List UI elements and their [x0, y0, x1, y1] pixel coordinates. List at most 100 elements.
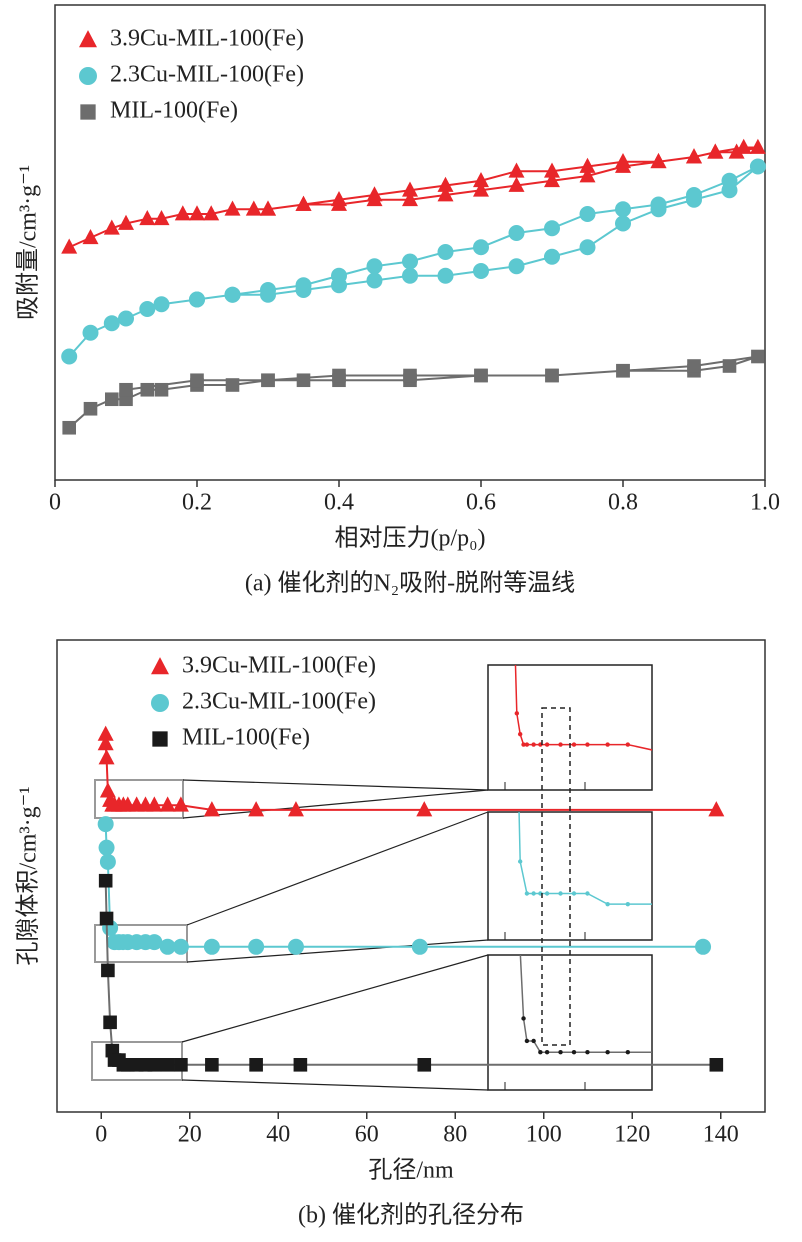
x-tick-label: 0.2 — [182, 490, 212, 516]
data-point — [402, 253, 418, 270]
data-point — [402, 181, 418, 197]
legend-label: MIL-100(Fe) — [110, 98, 238, 124]
x-axis-label: 孔径/nm — [368, 1157, 454, 1184]
x-tick-label: 0.6 — [466, 490, 496, 516]
inset-line — [518, 812, 652, 905]
data-point — [98, 873, 113, 888]
inset-point — [538, 1050, 543, 1055]
inset-point — [524, 891, 530, 896]
series-line — [68, 355, 759, 429]
inset-point — [544, 1050, 550, 1055]
data-point — [160, 1058, 175, 1072]
x-tick-label: 80 — [443, 1122, 467, 1148]
data-point — [331, 190, 347, 207]
data-point — [103, 219, 120, 235]
data-point — [473, 239, 489, 256]
x-tick-label: 60 — [355, 1122, 379, 1148]
plot-frame — [54, 4, 766, 481]
inset-point — [740, 753, 744, 757]
data-point — [695, 938, 712, 955]
data-point — [544, 171, 560, 188]
inset-point — [521, 742, 526, 747]
data-point — [293, 1058, 308, 1072]
inset-point — [558, 742, 563, 747]
data-point — [159, 938, 176, 955]
data-point — [508, 258, 525, 275]
inset-point — [521, 1016, 526, 1021]
data-point — [190, 373, 204, 388]
data-point — [153, 296, 170, 313]
inset-point — [511, 607, 515, 611]
data-point — [146, 934, 163, 951]
inset-point — [673, 902, 677, 906]
x-tick-label: 0 — [49, 490, 61, 516]
data-point — [437, 176, 454, 192]
inset-point — [571, 742, 577, 747]
data-point — [99, 853, 116, 870]
data-point — [508, 162, 525, 178]
legend-marker — [151, 657, 169, 675]
data-point — [579, 239, 596, 256]
data-point — [99, 911, 114, 926]
inset-point — [740, 902, 744, 906]
x-tick-label: 0 — [95, 1122, 107, 1148]
x-tick-label: 140 — [703, 1122, 739, 1148]
x-tick-label: 120 — [614, 1122, 650, 1148]
data-point — [508, 176, 525, 192]
zoom-connector — [181, 954, 489, 1043]
x-axis-label: 相对压力(p/p₀) — [334, 525, 485, 552]
data-point — [709, 1058, 724, 1072]
data-point — [147, 1058, 162, 1072]
data-point — [295, 195, 312, 211]
data-point — [103, 315, 120, 332]
inset-point — [605, 742, 610, 747]
data-point — [749, 138, 766, 154]
inset-point — [558, 891, 563, 896]
inset-point — [524, 742, 530, 747]
inset-point — [518, 949, 522, 953]
x-tick-label: 0.8 — [608, 490, 638, 516]
data-point — [287, 938, 304, 955]
data-point — [205, 1058, 219, 1072]
data-point — [172, 938, 189, 955]
inset-point — [605, 1050, 610, 1055]
data-point — [83, 401, 98, 416]
data-point — [545, 368, 559, 383]
data-point — [366, 272, 383, 289]
data-point — [687, 359, 701, 373]
data-point — [260, 200, 276, 216]
data-point — [650, 152, 667, 169]
data-point — [174, 1058, 188, 1072]
data-point — [82, 228, 99, 245]
data-point — [118, 214, 134, 230]
inset-point — [544, 742, 550, 747]
data-point — [159, 796, 176, 812]
data-point — [411, 938, 428, 955]
data-point — [402, 190, 418, 207]
data-point — [417, 1058, 432, 1072]
inset-point — [517, 731, 523, 737]
legend-marker — [79, 67, 97, 85]
inset-point — [673, 1050, 677, 1054]
data-point — [139, 301, 156, 317]
inset-line — [514, 665, 652, 751]
data-point — [153, 209, 170, 226]
inset-point — [531, 891, 536, 896]
data-point — [98, 839, 115, 856]
data-point — [203, 205, 220, 221]
data-point — [287, 801, 304, 817]
data-point — [245, 200, 262, 216]
data-point — [473, 263, 489, 279]
data-point — [119, 382, 133, 397]
inset-point — [511, 625, 515, 629]
data-point — [707, 143, 724, 159]
data-point — [722, 359, 737, 373]
data-point — [103, 1015, 117, 1030]
data-point — [97, 816, 114, 833]
data-point — [686, 187, 702, 203]
data-point — [403, 368, 417, 383]
data-point — [416, 801, 433, 817]
data-point — [172, 796, 189, 812]
data-point — [105, 392, 119, 407]
